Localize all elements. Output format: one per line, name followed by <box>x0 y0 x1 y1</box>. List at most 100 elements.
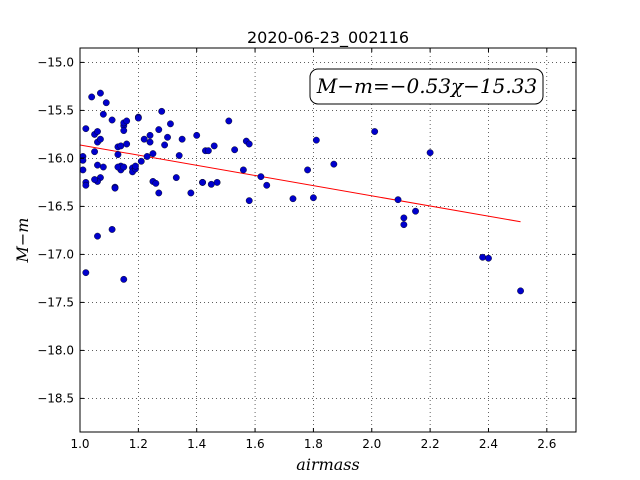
data-point <box>120 275 128 283</box>
data-point <box>213 178 221 186</box>
data-point <box>94 232 101 240</box>
data-point <box>120 163 128 171</box>
data-point <box>140 135 148 143</box>
data-point <box>152 179 160 187</box>
data-point <box>134 114 142 122</box>
data-point <box>199 178 206 186</box>
data-point <box>187 189 195 197</box>
x-tick-label: 2.4 <box>479 437 498 451</box>
data-point <box>82 125 90 133</box>
data-point <box>225 117 233 125</box>
data-point <box>310 194 317 202</box>
annotation-box <box>309 68 544 105</box>
data-point <box>210 142 218 150</box>
data-point <box>204 147 212 155</box>
data-point <box>158 107 166 115</box>
data-point <box>289 195 297 203</box>
data-point <box>245 197 253 205</box>
data-point <box>245 140 253 148</box>
x-tick-label: 1.8 <box>304 437 323 451</box>
x-axis-label: airmass <box>296 455 359 474</box>
x-tick-label: 2.6 <box>537 437 556 451</box>
y-tick-label: −18.5 <box>37 391 74 405</box>
points-layer <box>79 89 524 295</box>
data-point <box>175 152 183 159</box>
data-point <box>394 196 402 204</box>
chart-title: 2020-06-23_002116 <box>247 28 409 48</box>
data-point <box>231 146 239 154</box>
y-tick-label: −16.5 <box>37 199 74 213</box>
data-point <box>263 181 271 189</box>
y-tick-label: −15.0 <box>37 55 74 69</box>
data-point <box>82 269 90 277</box>
x-tick-label: 1.2 <box>129 437 148 451</box>
x-tick-label: 1.0 <box>70 437 89 451</box>
data-point <box>132 162 139 170</box>
data-point <box>412 207 419 215</box>
data-point <box>137 157 145 165</box>
data-point <box>207 180 215 188</box>
data-point <box>485 254 492 262</box>
data-point <box>108 226 116 233</box>
data-point <box>88 93 96 101</box>
data-point <box>143 153 151 160</box>
data-point <box>167 120 174 128</box>
data-point <box>108 116 116 124</box>
data-point <box>82 181 90 189</box>
data-point <box>161 141 169 149</box>
y-axis-label: M−m <box>13 218 32 264</box>
y-tick-label: −18.0 <box>37 343 74 357</box>
data-point <box>120 127 128 134</box>
data-point <box>155 189 163 197</box>
data-point <box>479 253 487 261</box>
x-tick-label: 1.4 <box>187 437 206 451</box>
fit-line-layer <box>79 144 521 223</box>
data-point <box>426 149 434 157</box>
y-tick-label: −16.0 <box>37 151 74 165</box>
data-point <box>97 89 104 97</box>
y-tick-label: −15.5 <box>37 103 74 117</box>
data-point <box>114 151 122 158</box>
data-point <box>111 184 119 192</box>
data-point <box>172 174 180 182</box>
data-point <box>239 166 247 174</box>
data-point <box>146 131 154 139</box>
data-point <box>94 161 101 169</box>
plot-frame <box>79 47 577 433</box>
data-point <box>94 128 101 135</box>
fit-line <box>79 144 521 223</box>
data-point <box>79 166 87 174</box>
data-point <box>400 214 408 222</box>
data-point <box>102 99 110 107</box>
data-point <box>400 221 408 229</box>
annotation-text: M−m=−0.53χ−15.33 <box>316 74 537 98</box>
data-point <box>330 160 338 168</box>
data-point <box>257 173 265 181</box>
y-tick-label: −17.0 <box>37 247 74 261</box>
y-tick-label: −17.5 <box>37 295 74 309</box>
data-point <box>91 148 98 156</box>
data-point <box>304 166 311 174</box>
x-tick-label: 1.6 <box>246 437 265 451</box>
data-point <box>117 142 125 150</box>
data-point <box>99 110 107 118</box>
data-point <box>149 150 157 158</box>
data-point <box>517 287 524 295</box>
data-point <box>312 136 320 144</box>
data-point <box>155 126 163 134</box>
grid-layer <box>79 48 576 432</box>
data-point <box>123 117 131 125</box>
data-point <box>164 133 171 141</box>
fit-equation-annotation: M−m=−0.53χ−15.33 <box>309 68 544 105</box>
data-point <box>371 128 379 135</box>
data-point <box>97 135 104 143</box>
data-point <box>99 163 107 171</box>
data-point <box>114 163 122 171</box>
x-tick-label: 2.2 <box>421 437 440 451</box>
x-tick-label: 2.0 <box>362 437 381 451</box>
tick-layer: 1.0 1.2 1.4 1.6 1.8 2.0 2.2 2.4 2.6 −15.0 −15.5 −16… <box>37 48 576 451</box>
data-point <box>146 138 154 146</box>
data-point <box>178 135 186 143</box>
data-point <box>193 131 201 139</box>
